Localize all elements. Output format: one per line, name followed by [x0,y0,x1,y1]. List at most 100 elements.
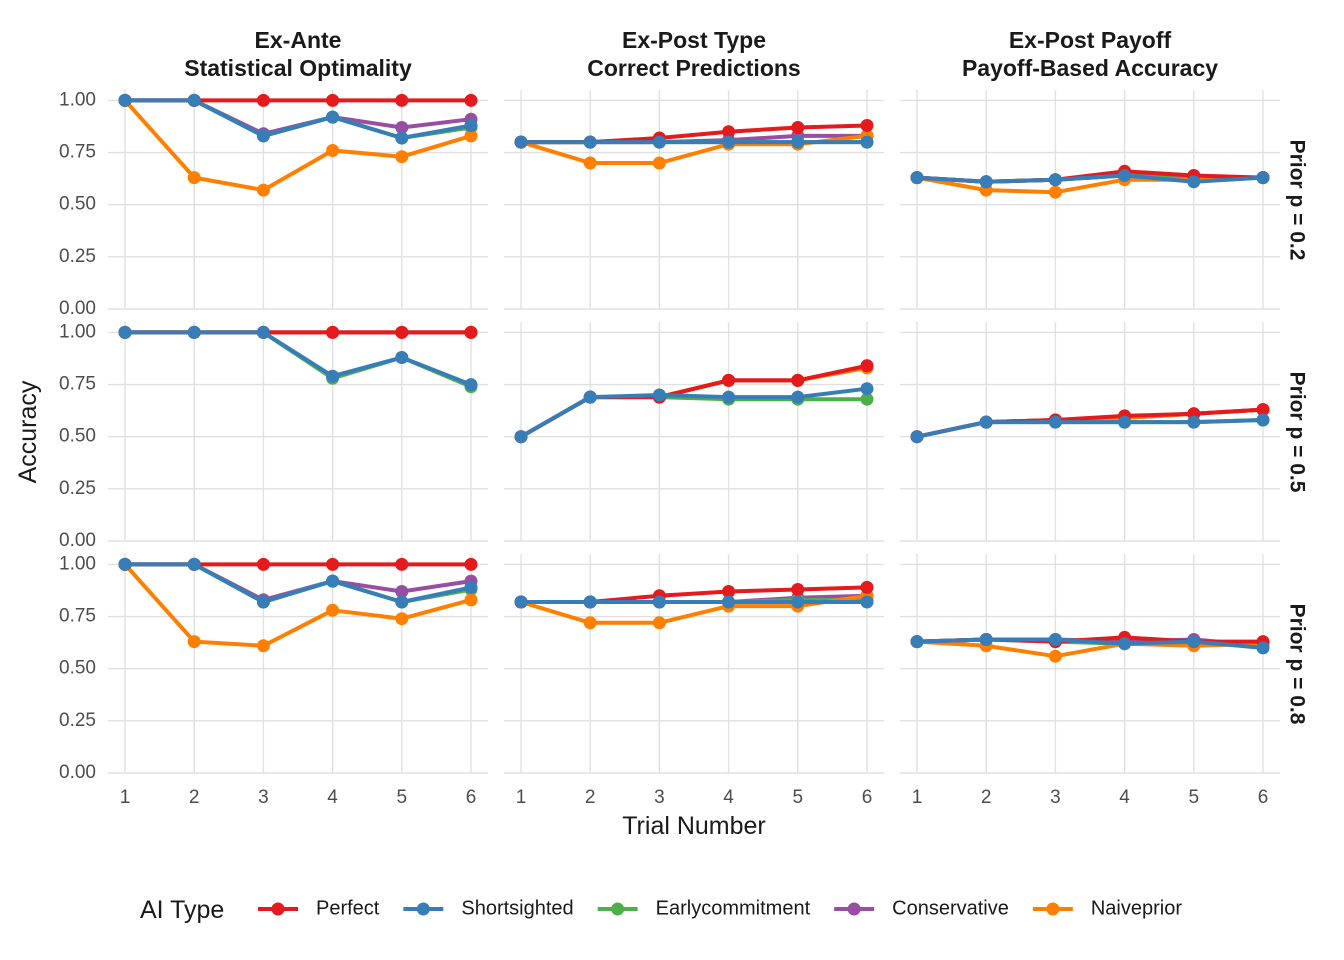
column-title-1-line-1: Ex-Ante [255,27,342,53]
legend-label: Perfect [316,897,380,919]
data-point-shortsighted [652,595,666,609]
data-point-shortsighted [583,135,597,149]
data-point-shortsighted [326,574,340,588]
series-line-shortsighted [915,173,1265,184]
legend-item-naiveprior: Naiveprior [1032,897,1182,919]
y-tick-label: 0.50 [59,658,96,679]
y-axis-title: Accuracy [14,380,42,483]
data-point-shortsighted [979,415,993,429]
panel-r2-c3 [900,322,1280,542]
y-tick-label: 0.75 [59,374,96,395]
row-strip-1: Prior p = 0.2 [1285,140,1308,261]
y-tick-label: 0.00 [59,762,96,783]
data-point-shortsighted [910,171,924,185]
panel-r3-c3: 1 2 3 4 5 6 [900,554,1280,808]
data-point-conservative [395,585,409,598]
data-point-shortsighted [187,93,201,107]
series-line-naiveprior [123,98,473,193]
panel-r1-c3 [900,90,1280,310]
legend-swatch-point [847,902,861,916]
data-point-shortsighted [979,633,993,646]
x-axis-title: Trial Number [622,812,766,840]
x-tick-label: 5 [397,787,408,808]
data-point-shortsighted [1187,635,1201,649]
data-point-shortsighted [118,557,132,571]
data-point-conservative [395,121,409,134]
panel-r2-c2 [504,322,884,542]
x-tick-label: 6 [862,787,873,808]
x-tick-label: 3 [1050,787,1061,808]
data-point-shortsighted [652,388,666,402]
data-point-perfect [395,93,409,107]
data-point-shortsighted [860,135,874,149]
data-point-naiveprior [583,616,597,630]
series-line-shortsighted [123,330,473,387]
data-point-naiveprior [652,616,666,630]
panel-r3-c1: 0.00 0.25 0.50 0.75 1.00 1 2 3 4 5 6 [59,553,488,808]
legend-title: AI Type [140,896,224,924]
data-point-shortsighted [722,390,736,404]
legend-swatch-point [1046,902,1060,916]
data-point-naiveprior [464,593,478,607]
data-point-shortsighted [395,131,409,145]
data-point-shortsighted [791,390,805,404]
legend-label: Conservative [892,897,1009,919]
data-point-naiveprior [326,144,340,157]
series-line-naiveprior [519,593,869,625]
panel-r1-c1: 0.00 0.25 0.50 0.75 1.00 [59,89,488,319]
data-point-perfect [860,359,874,373]
data-point-shortsighted [1256,171,1270,185]
data-point-shortsighted [583,390,597,404]
column-title-3-line-1: Ex-Post Payoff [1009,27,1172,53]
data-point-shortsighted [514,430,528,444]
x-tick-label: 4 [327,787,338,808]
row-strip-3: Prior p = 0.8 [1285,604,1308,725]
data-point-shortsighted [326,110,340,124]
legend-swatch-point [416,902,430,916]
data-point-shortsighted [652,135,666,149]
data-point-shortsighted [464,580,478,594]
data-point-perfect [326,557,340,571]
row-strip-2: Prior p = 0.5 [1285,372,1308,493]
data-point-shortsighted [256,129,270,143]
series-line-conservative [123,98,473,136]
data-point-shortsighted [118,93,132,107]
data-point-shortsighted [395,351,409,364]
x-tick-label: 1 [912,787,923,808]
data-point-shortsighted [395,595,409,609]
x-tick-label: 5 [1189,787,1200,808]
legend: AI Type Perfect Shortsighted Earlycommitme… [140,896,1182,924]
y-tick-label: 0.50 [59,194,96,215]
data-point-shortsighted [514,595,528,609]
x-tick-label: 3 [258,787,269,808]
data-point-shortsighted [187,325,201,339]
data-point-perfect [860,119,874,132]
data-point-shortsighted [791,135,805,149]
data-point-shortsighted [791,595,805,609]
series-line-earlycommitment [519,395,869,439]
data-point-shortsighted [1256,413,1270,427]
data-point-naiveprior [1048,649,1062,663]
data-point-perfect [256,557,270,571]
legend-item-conservative: Conservative [834,897,1009,919]
x-tick-label: 3 [654,787,665,808]
data-point-shortsighted [860,382,874,396]
data-point-shortsighted [1118,169,1132,182]
data-point-perfect [791,373,805,387]
y-tick-label: 0.25 [59,710,96,731]
data-point-shortsighted [326,369,340,383]
data-point-naiveprior [256,183,270,197]
data-point-naiveprior [187,635,201,649]
data-point-perfect [722,373,736,387]
data-point-shortsighted [1118,637,1132,651]
panel-r2-c1: 0.00 0.25 0.50 0.75 1.00 [59,321,488,551]
data-point-naiveprior [1048,185,1062,199]
data-point-perfect [256,93,270,107]
data-point-perfect [395,325,409,339]
column-title-1-line-2: Statistical Optimality [184,55,412,81]
data-point-shortsighted [464,378,478,392]
data-point-shortsighted [1048,415,1062,429]
y-tick-label: 1.00 [59,89,96,110]
legend-label: Shortsighted [461,897,573,919]
